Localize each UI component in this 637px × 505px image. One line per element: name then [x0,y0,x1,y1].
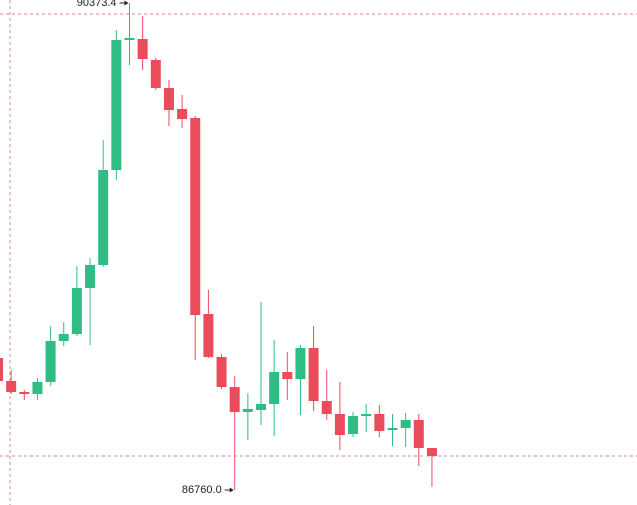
candle-body [71,288,82,335]
candle-body [334,414,345,435]
candle-body [229,386,240,412]
candle-body [203,314,214,357]
candle-body [282,371,293,380]
candle-body [98,170,109,265]
candle-body [387,428,398,430]
candle-body [400,420,411,429]
candle-body [32,381,43,395]
candle-body [321,400,332,415]
candle-body [6,380,17,392]
candle-body [0,358,3,381]
candle-body [413,420,424,449]
candle-body [150,60,161,89]
candle-body [426,448,437,456]
candle-body [163,88,174,110]
candle-body [190,118,201,315]
candle-body [361,414,372,416]
annotation-arrowhead [124,0,129,6]
candle-body [216,356,227,387]
candle-body [111,40,122,170]
candle-body [45,340,56,382]
candle-body [256,404,266,410]
candle-body [58,334,69,341]
candle-body [308,348,319,401]
candle-body [19,391,30,395]
candle-body [177,109,188,120]
candle-body [348,415,359,435]
candle-body [124,38,135,40]
candle-body [269,371,280,405]
annotation-arrowhead [229,487,234,493]
annotation-label: 90373.4 [77,0,117,9]
candle-body [295,348,306,380]
candle-body [85,265,96,289]
candle-body [242,409,253,412]
annotation-label: 86760.0 [182,484,222,496]
candle-body [137,39,148,60]
candle-body [374,414,385,431]
